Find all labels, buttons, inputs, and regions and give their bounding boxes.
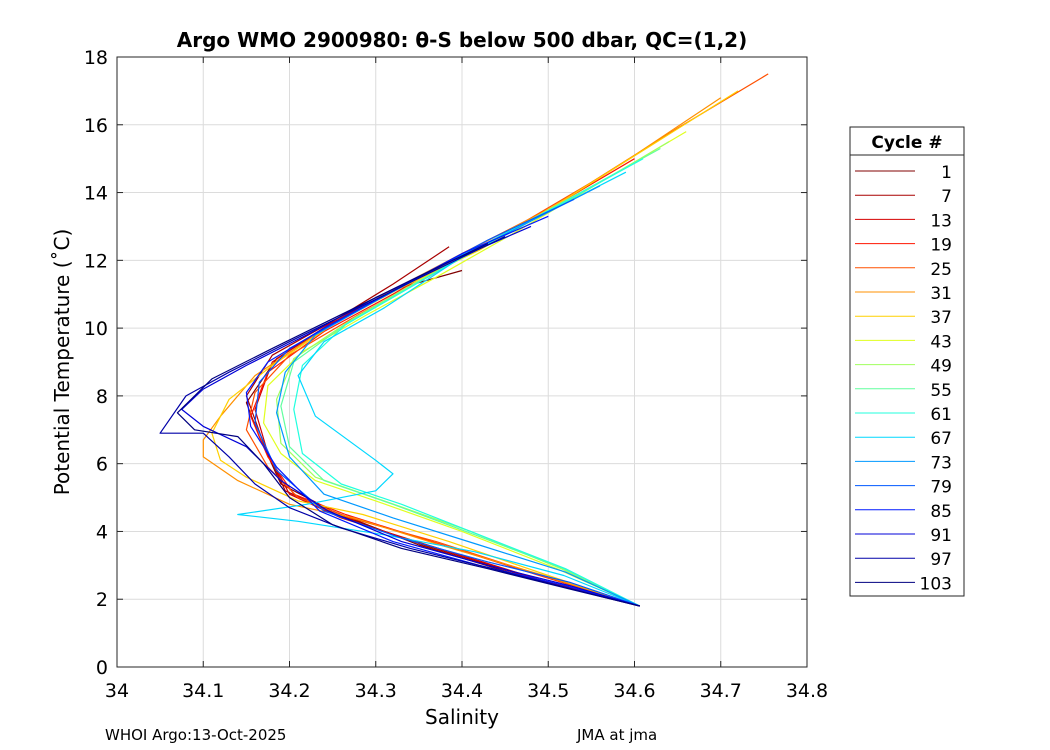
- series-line-cycle-85: [245, 215, 640, 607]
- x-tick-label: 34.7: [700, 680, 742, 702]
- legend-label-97: 97: [930, 550, 952, 570]
- footer-right: JMA at jma: [577, 726, 658, 744]
- y-tick-label: 8: [96, 386, 108, 408]
- y-tick-label: 0: [96, 657, 108, 679]
- legend-label-43: 43: [930, 332, 952, 352]
- legend-label-13: 13: [930, 211, 952, 231]
- legend-label-25: 25: [930, 260, 952, 280]
- y-tick-label: 10: [84, 318, 108, 340]
- y-tick-label: 12: [84, 250, 108, 272]
- legend-label-85: 85: [930, 502, 952, 522]
- y-tick-label: 18: [84, 47, 108, 69]
- series-line-cycle-49: [276, 141, 670, 607]
- series-line-cycle-61: [293, 158, 644, 607]
- legend: Cycle # 1 7 13 19 25 31 37 43 49 55 61 67 73 79 85 91 97…: [849, 126, 965, 597]
- x-tick-label: 34.5: [527, 680, 569, 702]
- legend-label-19: 19: [930, 236, 952, 256]
- series-lines: [159, 73, 769, 607]
- series-line-cycle-55: [280, 147, 661, 607]
- y-tick-label: 6: [96, 454, 108, 476]
- legend-label-55: 55: [930, 381, 952, 401]
- legend-label-31: 31: [930, 284, 952, 304]
- series-line-cycle-67: [237, 171, 640, 607]
- grid: [117, 57, 807, 667]
- y-tick-label: 4: [96, 521, 108, 543]
- x-tick-label: 34.6: [613, 680, 655, 702]
- legend-label-79: 79: [930, 478, 952, 498]
- legend-label-91: 91: [930, 526, 952, 546]
- x-tick-label: 34.8: [786, 680, 828, 702]
- series-line-cycle-43: [263, 131, 687, 607]
- y-axis-label: Potential Temperature (˚C): [50, 229, 74, 496]
- x-tick-label: 34.1: [182, 680, 224, 702]
- y-axis-ticks: 0 2 4 6 8 10 12 14 16 18: [84, 47, 807, 679]
- series-line-cycle-25: [245, 73, 769, 607]
- x-tick-label: 34.2: [268, 680, 310, 702]
- legend-label-61: 61: [930, 405, 952, 425]
- legend-entries: 1 7 13 19 25 31 37 43 49 55 61 67 73 79 85 91 97 103: [855, 163, 952, 594]
- y-tick-label: 16: [84, 115, 108, 137]
- footer-left: WHOI Argo:13-Oct-2025: [105, 726, 287, 744]
- legend-box: [849, 126, 965, 597]
- legend-label-1: 1: [941, 163, 952, 183]
- x-tick-label: 34.3: [355, 680, 397, 702]
- legend-label-73: 73: [930, 453, 952, 473]
- legend-label-49: 49: [930, 357, 952, 377]
- x-tick-label: 34: [105, 680, 129, 702]
- legend-label-37: 37: [930, 308, 952, 328]
- legend-label-103: 103: [920, 574, 952, 594]
- series-line-cycle-103: [176, 242, 640, 607]
- series-line-cycle-97: [159, 236, 640, 607]
- y-tick-label: 14: [84, 183, 108, 205]
- legend-label-7: 7: [941, 187, 952, 207]
- legend-title: Cycle #: [871, 133, 942, 153]
- y-tick-label: 2: [96, 589, 108, 611]
- series-line-cycle-19: [250, 158, 640, 607]
- chart-title: Argo WMO 2900980: θ-S below 500 dbar, QC…: [177, 28, 747, 52]
- x-axis-ticks: 34 34.1 34.2 34.3 34.4 34.5 34.6 34.7 34.8: [105, 57, 828, 702]
- legend-label-67: 67: [930, 429, 952, 449]
- x-axis-label: Salinity: [425, 705, 499, 729]
- x-tick-label: 34.4: [441, 680, 483, 702]
